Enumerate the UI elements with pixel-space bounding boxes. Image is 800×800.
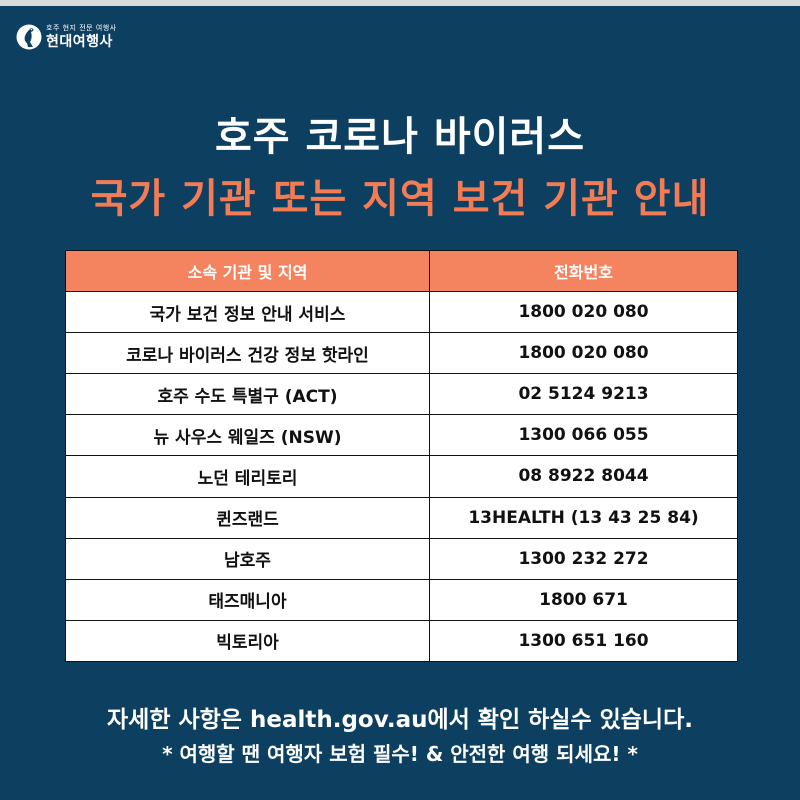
table-row: 뉴 사우스 웨일즈 (NSW) 1300 066 055 <box>65 414 738 457</box>
page-title: 호주 코로나 바이러스 <box>214 114 586 160</box>
agency-cell: 태즈매니아 <box>65 578 430 621</box>
contact-table: 소속 기관 및 지역 전화번호 국가 보건 정보 안내 서비스 1800 020… <box>65 250 738 663</box>
agency-cell: 호주 수도 특별구 (ACT) <box>65 373 430 416</box>
agency-cell: 퀸즈랜드 <box>65 496 430 539</box>
header-agency-region: 소속 기관 및 지역 <box>65 250 430 292</box>
agency-cell: 코로나 바이러스 건강 정보 핫라인 <box>65 332 430 375</box>
phone-cell: 1300 066 055 <box>429 414 738 457</box>
top-strip <box>0 0 800 6</box>
phone-cell: 13HEALTH (13 43 25 84) <box>429 496 738 539</box>
table-row: 빅토리아 1300 651 160 <box>65 619 738 663</box>
table-row: 남호주 1300 232 272 <box>65 537 738 580</box>
logo-tagline: 호주 현지 전문 여행사 <box>46 24 117 32</box>
table-row: 노던 테리토리 08 8922 8044 <box>65 455 738 498</box>
agency-cell: 남호주 <box>65 537 430 580</box>
kangaroo-icon <box>16 22 42 52</box>
table-header-row: 소속 기관 및 지역 전화번호 <box>65 250 738 292</box>
phone-cell: 1800 671 <box>429 578 738 621</box>
page-subtitle: 국가 기관 또는 지역 보건 기관 안내 <box>90 176 710 222</box>
phone-cell: 1300 232 272 <box>429 537 738 580</box>
brand-logo: 호주 현지 전문 여행사 현대여행사 <box>16 22 117 52</box>
logo-brand-name: 현대여행사 <box>46 34 113 50</box>
header-phone: 전화번호 <box>429 250 738 292</box>
phone-cell: 02 5124 9213 <box>429 373 738 416</box>
agency-cell: 뉴 사우스 웨일즈 (NSW) <box>65 414 430 457</box>
phone-cell: 1300 651 160 <box>429 619 738 663</box>
agency-cell: 국가 보건 정보 안내 서비스 <box>65 290 430 334</box>
info-note: 자세한 사항은 health.gov.au에서 확인 하실수 있습니다. <box>107 707 693 733</box>
agency-cell: 빅토리아 <box>65 619 430 663</box>
table-row: 태즈매니아 1800 671 <box>65 578 738 621</box>
agency-cell: 노던 테리토리 <box>65 455 430 498</box>
phone-cell: 1800 020 080 <box>429 290 738 334</box>
travel-insurance-note: * 여행할 땐 여행자 보험 필수! & 안전한 여행 되세요! * <box>162 742 638 766</box>
table-row: 국가 보건 정보 안내 서비스 1800 020 080 <box>65 290 738 334</box>
table-row: 퀸즈랜드 13HEALTH (13 43 25 84) <box>65 496 738 539</box>
phone-cell: 08 8922 8044 <box>429 455 738 498</box>
table-row: 코로나 바이러스 건강 정보 핫라인 1800 020 080 <box>65 332 738 375</box>
phone-cell: 1800 020 080 <box>429 332 738 375</box>
table-row: 호주 수도 특별구 (ACT) 02 5124 9213 <box>65 373 738 416</box>
